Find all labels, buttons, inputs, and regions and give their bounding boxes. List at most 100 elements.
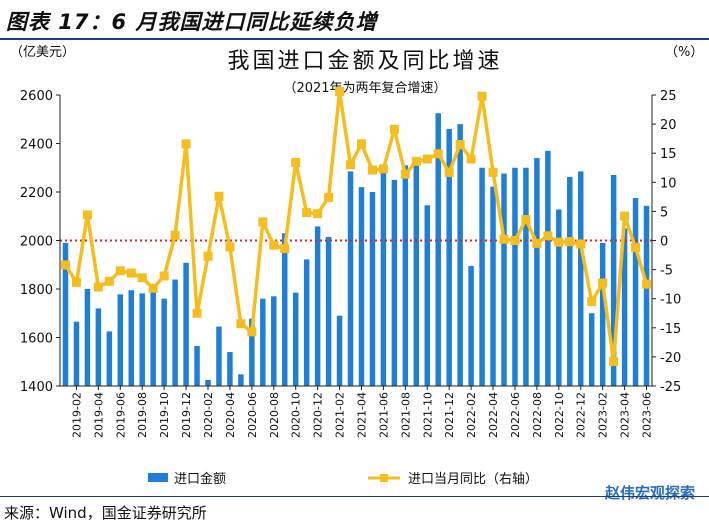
point-2019-09: [148, 283, 158, 293]
y-right-tick--20: -20: [660, 351, 681, 366]
bar-2023-06: [643, 205, 650, 386]
point-2021-04: [356, 139, 366, 149]
legend-bar-label: 进口金额: [174, 471, 226, 487]
point-2021-09: [411, 156, 421, 166]
x-tick-2019-08: 2019-08: [136, 392, 149, 438]
bar-2023-05: [632, 198, 639, 386]
y-left-tick-1400: 1400: [20, 380, 53, 395]
y-right-tick--10: -10: [660, 293, 681, 308]
bar-2021-03: [347, 171, 354, 386]
point-2020-01: [192, 308, 202, 318]
legend-line-marker: [380, 474, 388, 482]
bar-2022-02: [468, 265, 474, 386]
x-tick-2019-12: 2019-12: [180, 392, 193, 438]
x-tick-2021-10: 2021-10: [421, 392, 434, 438]
bar-2020-11: [303, 259, 310, 386]
point-2019-12: [181, 139, 191, 149]
bar-2021-04: [358, 187, 365, 386]
point-2021-08: [400, 169, 410, 179]
point-2019-06: [115, 266, 125, 276]
bar-2019-11: [172, 279, 178, 386]
point-2022-03: [477, 91, 487, 101]
point-2019-10: [159, 271, 169, 281]
point-2020-10: [291, 158, 301, 168]
bar-2022-11: [567, 176, 573, 386]
x-tick-2023-04: 2023-04: [619, 392, 632, 438]
point-2022-10: [554, 237, 564, 247]
bar-2019-12: [183, 262, 189, 386]
bar-2021-12: [446, 128, 452, 386]
point-2021-11: [433, 149, 443, 159]
bar-2021-09: [413, 162, 420, 386]
x-tick-2020-08: 2020-08: [268, 392, 281, 438]
bar-2022-10: [556, 209, 562, 386]
bar-2019-03: [84, 289, 91, 386]
bar-2022-01: [457, 124, 463, 386]
bar-2019-06: [117, 294, 124, 386]
x-ticks: 2019-02 2019-04 2019-06 2019-08 2019-10 2019-…: [70, 386, 654, 438]
point-2020-12: [313, 209, 323, 219]
line-series: [60, 87, 652, 367]
point-2022-11: [565, 237, 575, 247]
x-tick-2022-04: 2022-04: [487, 392, 500, 438]
x-tick-2020-12: 2020-12: [312, 392, 325, 438]
point-2021-01: [324, 192, 334, 202]
bar-2019-10: [161, 298, 167, 386]
source-note: 来源：Wind，国金证券研究所: [4, 504, 207, 522]
point-2020-02: [203, 251, 213, 261]
x-tick-2021-02: 2021-02: [334, 392, 347, 438]
point-2020-11: [302, 208, 312, 218]
bar-series: [62, 113, 650, 386]
bar-2019-05: [106, 331, 113, 386]
title-rule: [0, 38, 709, 40]
y-right-tick-5: 5: [660, 205, 668, 220]
x-tick-2020-04: 2020-04: [224, 392, 237, 438]
point-2021-02: [335, 87, 345, 97]
x-tick-2019-04: 2019-04: [92, 392, 105, 438]
point-2023-01: [587, 297, 597, 307]
bar-2020-03: [216, 326, 222, 386]
y-right-tick--25: -25: [660, 380, 681, 395]
bar-2022-08: [534, 158, 540, 386]
bar-2020-10: [292, 292, 299, 386]
y-right-ticks: 25 20 15 10 5 0 -5 -10 -15 -20 -25: [652, 89, 681, 395]
point-2022-05: [499, 234, 509, 244]
x-tick-2019-06: 2019-06: [114, 392, 127, 438]
bar-2019-02: [73, 321, 80, 386]
y-right-axis-label: （%）: [665, 45, 703, 60]
point-2020-09: [280, 244, 290, 254]
bar-2021-08: [402, 165, 409, 386]
bar-2022-04: [490, 186, 496, 386]
y-left-tick-1600: 1600: [20, 332, 53, 347]
y-right-tick-20: 20: [660, 118, 677, 133]
x-tick-2019-10: 2019-10: [158, 392, 171, 438]
bar-2023-04: [621, 228, 628, 386]
x-tick-2019-02: 2019-02: [70, 392, 83, 438]
bar-2020-05: [238, 374, 244, 386]
bar-2021-07: [391, 179, 398, 386]
point-2021-03: [346, 160, 356, 170]
bar-2022-05: [501, 173, 507, 386]
bar-2019-01: [62, 242, 69, 386]
bar-2021-06: [380, 167, 387, 386]
point-2022-06: [510, 236, 520, 245]
point-2023-02: [598, 278, 608, 288]
bar-2020-01: [194, 345, 200, 386]
point-2019-02: [71, 277, 81, 287]
bar-2020-02: [205, 379, 211, 386]
point-2021-06: [378, 164, 388, 174]
bar-2022-03: [479, 167, 485, 386]
point-2019-11: [170, 230, 180, 240]
point-2020-06: [247, 327, 257, 337]
x-tick-2021-06: 2021-06: [377, 392, 390, 438]
bar-2021-05: [369, 192, 376, 386]
axes: [59, 95, 653, 387]
watermark: 赵伟宏观探索: [604, 484, 695, 502]
bar-2021-02: [336, 315, 343, 386]
y-left-ticks: 1400 1600 1800 2000 2200 2400 2600: [20, 89, 60, 395]
bar-2021-01: [325, 236, 332, 386]
bar-2023-01: [588, 313, 595, 386]
y-left-tick-2600: 2600: [20, 89, 53, 104]
point-2019-03: [82, 210, 92, 220]
